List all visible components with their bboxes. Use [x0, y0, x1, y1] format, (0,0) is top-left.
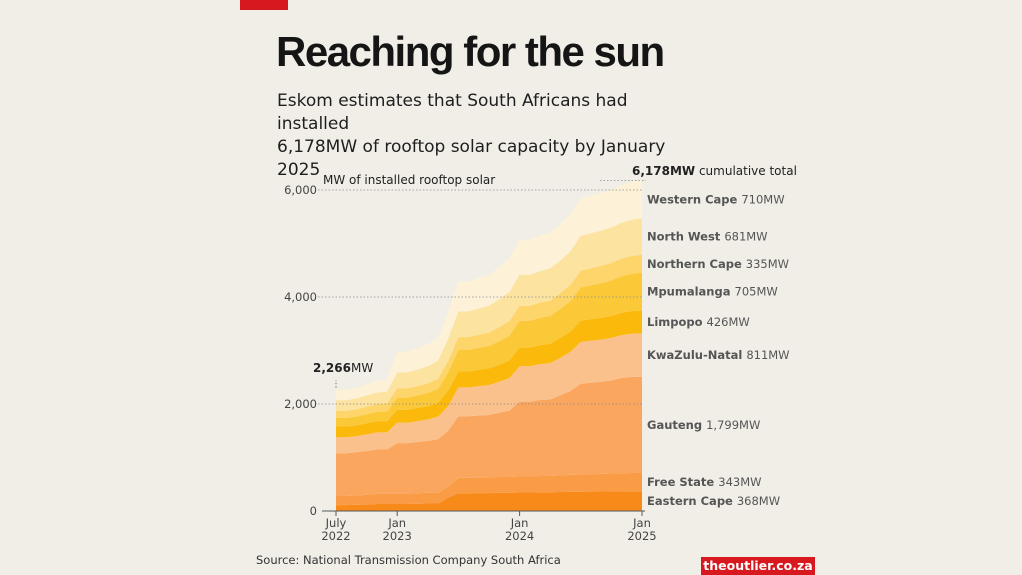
area-mpumalanga — [336, 272, 642, 427]
total-annotation: 6,178MW cumulative total — [632, 164, 797, 178]
start-annotation-unit: MW — [351, 361, 373, 375]
area-western-cape — [336, 180, 642, 401]
series-value-western-cape: 710MW — [741, 192, 784, 206]
y-tick-label-2000: 2,000 — [284, 397, 317, 411]
x-tick-label-2-year: 2024 — [505, 529, 534, 543]
area-eastern-cape — [336, 491, 642, 511]
subtitle-line-2: 6,178MW of rooftop solar capacity by Jan… — [277, 137, 666, 180]
total-annotation-text: cumulative total — [695, 164, 797, 178]
area-free-state — [336, 473, 642, 506]
total-annotation-value: 6,178MW — [632, 164, 695, 178]
series-name-northern-cape: Northern Cape — [647, 257, 746, 271]
x-tick-label-0-month: July — [325, 516, 347, 530]
area-northern-cape — [336, 254, 642, 418]
series-name-free-state: Free State — [647, 475, 718, 489]
series-value-gauteng: 1,799MW — [706, 418, 760, 432]
start-annotation-value: 2,266 — [313, 361, 351, 375]
x-tick-label-2-month: Jan — [510, 516, 529, 530]
series-label-gauteng: Gauteng 1,799MW — [647, 418, 760, 432]
series-label-western-cape: Western Cape 710MW — [647, 192, 785, 206]
start-annotation: 2,266MW — [313, 361, 373, 375]
subtitle-line-1: Eskom estimates that South Africans had … — [277, 91, 628, 134]
x-tick-label-3-year: 2025 — [627, 529, 656, 543]
series-name-eastern-cape: Eastern Cape — [647, 494, 737, 508]
series-name-mpumalanga: Mpumalanga — [647, 285, 735, 299]
area-north-west — [336, 218, 642, 411]
series-label-free-state: Free State 343MW — [647, 475, 762, 489]
brand-accent-tab — [240, 0, 288, 10]
chart-title: Reaching for the sun — [276, 28, 665, 75]
y-tick-label-4000: 4,000 — [284, 290, 317, 304]
brand-badge[interactable]: theoutlier.co.za — [701, 557, 815, 575]
series-value-eastern-cape: 368MW — [737, 494, 780, 508]
series-value-north-west: 681MW — [724, 230, 767, 244]
y-tick-label-0: 0 — [310, 504, 317, 518]
series-label-kwazulu-natal: KwaZulu-Natal 811MW — [647, 348, 790, 362]
area-limpopo — [336, 310, 642, 438]
source-note: Source: National Transmission Company So… — [256, 553, 561, 567]
y-axis-label: MW of installed rooftop solar — [323, 173, 495, 187]
series-value-limpopo: 426MW — [707, 315, 750, 329]
series-name-western-cape: Western Cape — [647, 192, 741, 206]
x-tick-label-1-month: Jan — [387, 516, 406, 530]
chart-subtitle: Eskom estimates that South Africans had … — [277, 90, 697, 182]
x-tick-label-0-year: 2022 — [321, 529, 350, 543]
series-name-gauteng: Gauteng — [647, 418, 706, 432]
series-name-north-west: North West — [647, 230, 724, 244]
series-label-north-west: North West 681MW — [647, 230, 768, 244]
series-label-mpumalanga: Mpumalanga 705MW — [647, 285, 778, 299]
y-tick-label-6000: 6,000 — [284, 183, 317, 197]
x-tick-label-1-year: 2023 — [383, 529, 412, 543]
series-value-northern-cape: 335MW — [746, 257, 789, 271]
series-label-northern-cape: Northern Cape 335MW — [647, 257, 789, 271]
series-value-mpumalanga: 705MW — [735, 285, 778, 299]
series-label-limpopo: Limpopo 426MW — [647, 315, 750, 329]
area-gauteng — [336, 376, 642, 496]
area-kwazulu-natal — [336, 333, 642, 454]
series-value-kwazulu-natal: 811MW — [746, 348, 789, 362]
x-tick-label-3-month: Jan — [632, 516, 651, 530]
series-name-limpopo: Limpopo — [647, 315, 707, 329]
series-value-free-state: 343MW — [718, 475, 761, 489]
series-label-eastern-cape: Eastern Cape 368MW — [647, 494, 780, 508]
series-name-kwazulu-natal: KwaZulu-Natal — [647, 348, 746, 362]
